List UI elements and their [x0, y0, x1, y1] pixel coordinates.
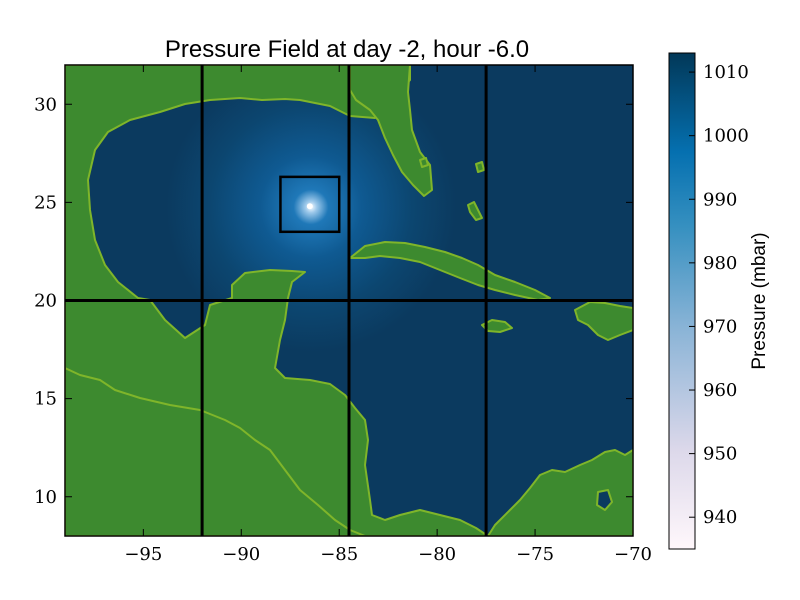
lake-maracaibo — [596, 489, 613, 511]
colorbar-ticks: 940 950 960 970 980 990 1000 1010 — [689, 62, 749, 528]
x-tick-label: −95 — [124, 544, 162, 565]
y-axis: 10 15 20 25 30 — [34, 94, 633, 508]
colorbar-tick-label: 990 — [703, 189, 737, 210]
colorbar-tick-label: 950 — [703, 444, 737, 465]
colorbar-gradient — [668, 52, 696, 550]
land-mexico-central-america — [65, 269, 489, 536]
x-axis: −95 −90 −85 −80 −75 −70 — [124, 65, 652, 565]
chart-title: Pressure Field at day -2, hour -6.0 — [165, 36, 529, 63]
colorbar-tick-label: 960 — [703, 380, 737, 401]
x-tick-label: −85 — [320, 544, 358, 565]
x-tick-label: −75 — [516, 544, 554, 565]
y-tick-label: 10 — [34, 487, 57, 508]
land-jamaica — [481, 319, 513, 333]
land-masses — [65, 65, 633, 536]
x-tick-label: −70 — [614, 544, 652, 565]
y-tick-label: 30 — [34, 94, 57, 115]
map-panel — [65, 65, 633, 536]
y-tick-label: 20 — [34, 291, 57, 312]
land-south-america — [487, 449, 633, 536]
colorbar-tick-label: 1010 — [703, 62, 749, 83]
x-tick-label: −80 — [418, 544, 456, 565]
land-hispaniola — [574, 301, 633, 341]
y-tick-label: 15 — [34, 389, 57, 410]
colorbar: 940 950 960 970 980 990 1000 1010 Pressure (mba… — [668, 52, 770, 550]
y-tick-label: 25 — [34, 192, 57, 213]
land-florida — [349, 65, 433, 197]
land-cuba — [349, 241, 551, 301]
x-tick-label: −90 — [222, 544, 260, 565]
colorbar-tick-label: 940 — [703, 507, 737, 528]
colorbar-label: Pressure (mbar) — [749, 232, 770, 369]
grid-lines — [65, 65, 633, 536]
storm-center — [306, 203, 313, 210]
land-bahamas — [419, 157, 485, 221]
colorbar-tick-label: 980 — [703, 253, 737, 274]
colorbar-tick-label: 1000 — [703, 126, 749, 147]
storm-box — [279, 175, 341, 234]
colorbar-tick-label: 970 — [703, 316, 737, 337]
